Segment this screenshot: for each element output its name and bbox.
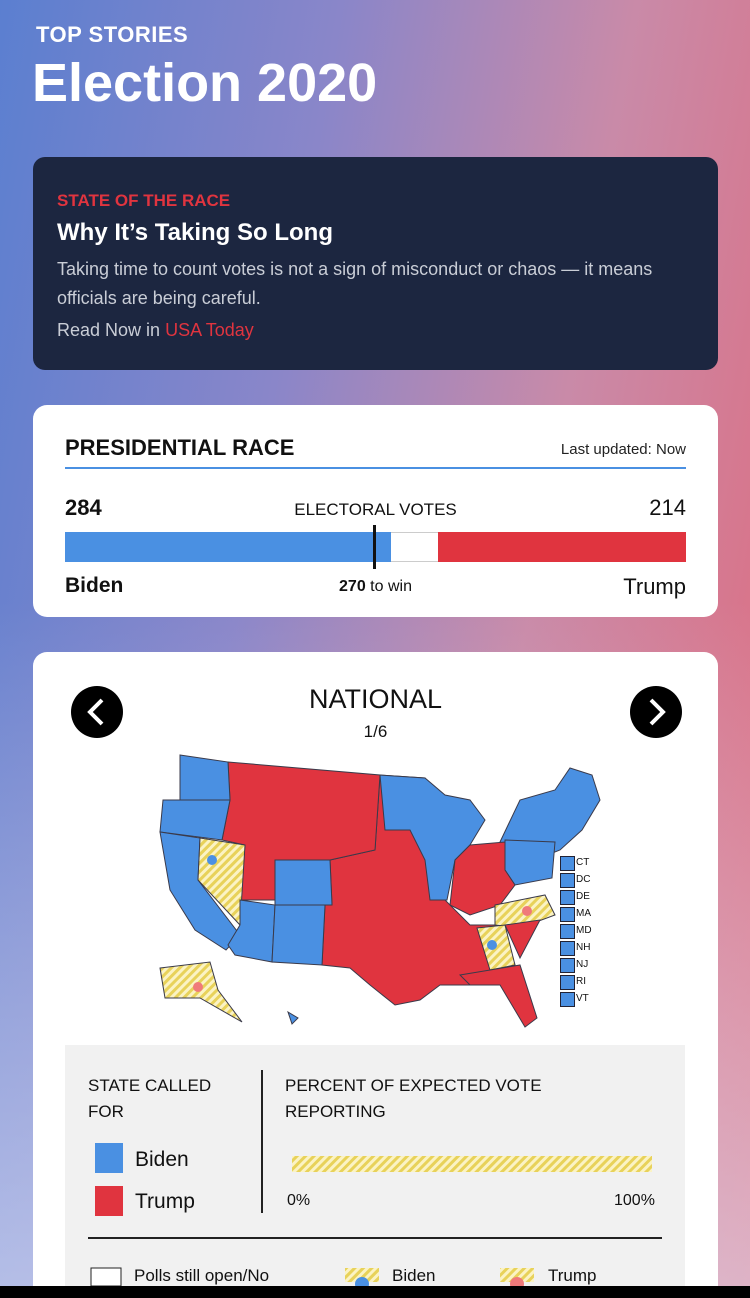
- race-title: PRESIDENTIAL RACE: [65, 435, 295, 460]
- feature-kicker: STATE OF THE RACE: [57, 191, 231, 210]
- kicker: TOP STORIES: [36, 22, 189, 47]
- feature-card[interactable]: STATE OF THE RACE Why It’s Taking So Lon…: [33, 157, 718, 370]
- right-name: Trump: [623, 574, 686, 599]
- reporting-bar: [292, 1156, 652, 1172]
- called-biden: Biden: [135, 1148, 189, 1171]
- legend-open: Polls still open/No: [134, 1266, 270, 1285]
- trump-bar: [438, 532, 686, 562]
- page-title: Election 2020: [32, 53, 378, 113]
- small-state-label: MA: [576, 908, 591, 919]
- called-title: STATE CALLED FOR: [88, 1076, 212, 1121]
- small-state-box: [560, 924, 575, 939]
- open-swatch: [90, 1267, 122, 1287]
- reporting-min: 0%: [287, 1192, 311, 1209]
- biden-bar: [65, 532, 391, 562]
- small-state-box: [560, 975, 575, 990]
- feature-cta: Read Now in: [57, 320, 161, 340]
- race-updated: Last updated: Now: [560, 441, 686, 458]
- left-votes: 284: [65, 495, 102, 520]
- small-state-label: CT: [576, 857, 590, 868]
- small-state-label: RI: [576, 976, 586, 987]
- biden-swatch: [95, 1143, 123, 1173]
- feature-source: USA Today: [165, 320, 254, 340]
- small-state-label: DC: [576, 874, 591, 885]
- small-state-box: [560, 856, 575, 871]
- threshold-value: 270: [339, 578, 366, 595]
- undecided-bar: [391, 532, 438, 562]
- small-state-box: [560, 873, 575, 888]
- small-state-label: VT: [576, 993, 589, 1004]
- small-state-box: [560, 890, 575, 905]
- feature-body: Taking time to count votes is not a sign…: [57, 259, 653, 308]
- votes-label: ELECTORAL VOTES: [294, 500, 457, 519]
- small-state-label: DE: [576, 891, 590, 902]
- small-state-box: [560, 992, 575, 1007]
- legend-biden-leading: Biden: [392, 1266, 436, 1285]
- map-title: NATIONAL: [308, 684, 443, 714]
- race-card: PRESIDENTIAL RACE Last updated: Now 284 …: [33, 405, 718, 617]
- legend-trump-leading: Trump: [548, 1266, 597, 1285]
- left-name: Biden: [65, 574, 124, 597]
- small-state-box: [560, 958, 575, 973]
- feature-title: Why It’s Taking So Long: [57, 219, 333, 246]
- threshold-marker: [373, 525, 376, 569]
- map-page: 1/6: [363, 722, 388, 741]
- reporting-title: PERCENT OF EXPECTED VOTE REPORTING: [285, 1076, 542, 1121]
- us-map: [159, 754, 601, 1028]
- small-state-box: [560, 907, 575, 922]
- right-votes: 214: [649, 495, 686, 520]
- map-dots: [193, 855, 532, 992]
- threshold-text: to win: [370, 578, 412, 595]
- bottom-bar: [0, 1286, 750, 1298]
- small-state-label: NH: [576, 942, 591, 953]
- feature-link[interactable]: Read Now in USA Today: [57, 320, 254, 341]
- trump-swatch: [95, 1186, 123, 1216]
- small-state-box: [560, 941, 575, 956]
- prev-button[interactable]: [71, 686, 123, 738]
- small-state-label: MD: [576, 925, 592, 936]
- small-state-label: NJ: [576, 959, 589, 970]
- next-button[interactable]: [630, 686, 682, 738]
- rule: [65, 467, 686, 469]
- called-trump: Trump: [135, 1190, 195, 1213]
- reporting-max: 100%: [614, 1192, 655, 1209]
- threshold: 270 to win: [33, 578, 718, 596]
